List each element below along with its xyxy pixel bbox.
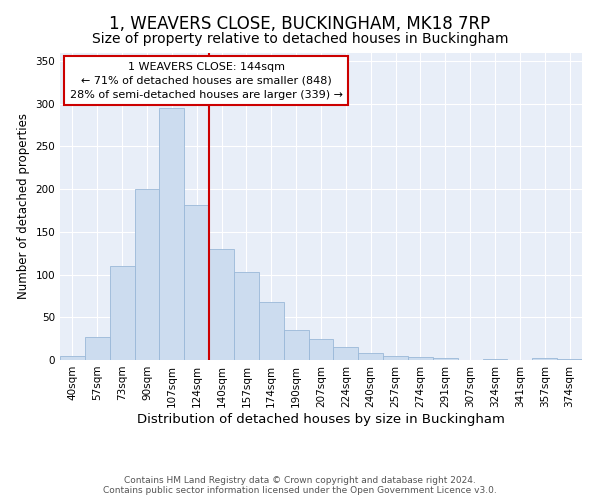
- Bar: [209, 249, 234, 360]
- Bar: [408, 358, 433, 360]
- Bar: [334, 347, 358, 360]
- Bar: [60, 356, 85, 360]
- Bar: [160, 108, 184, 360]
- Y-axis label: Number of detached properties: Number of detached properties: [17, 114, 30, 299]
- Bar: [85, 337, 110, 360]
- Bar: [134, 189, 160, 360]
- Bar: [433, 358, 458, 360]
- Bar: [308, 338, 334, 360]
- Bar: [259, 302, 284, 360]
- Bar: [184, 204, 209, 360]
- Text: 1, WEAVERS CLOSE, BUCKINGHAM, MK18 7RP: 1, WEAVERS CLOSE, BUCKINGHAM, MK18 7RP: [109, 15, 491, 33]
- Text: 1 WEAVERS CLOSE: 144sqm
← 71% of detached houses are smaller (848)
28% of semi-d: 1 WEAVERS CLOSE: 144sqm ← 71% of detache…: [70, 62, 343, 100]
- Text: Size of property relative to detached houses in Buckingham: Size of property relative to detached ho…: [92, 32, 508, 46]
- Bar: [383, 356, 408, 360]
- Text: Contains HM Land Registry data © Crown copyright and database right 2024.
Contai: Contains HM Land Registry data © Crown c…: [103, 476, 497, 495]
- Bar: [284, 330, 308, 360]
- Bar: [358, 353, 383, 360]
- Bar: [557, 359, 582, 360]
- Bar: [110, 266, 134, 360]
- Bar: [482, 359, 508, 360]
- Bar: [234, 272, 259, 360]
- X-axis label: Distribution of detached houses by size in Buckingham: Distribution of detached houses by size …: [137, 412, 505, 426]
- Bar: [532, 358, 557, 360]
